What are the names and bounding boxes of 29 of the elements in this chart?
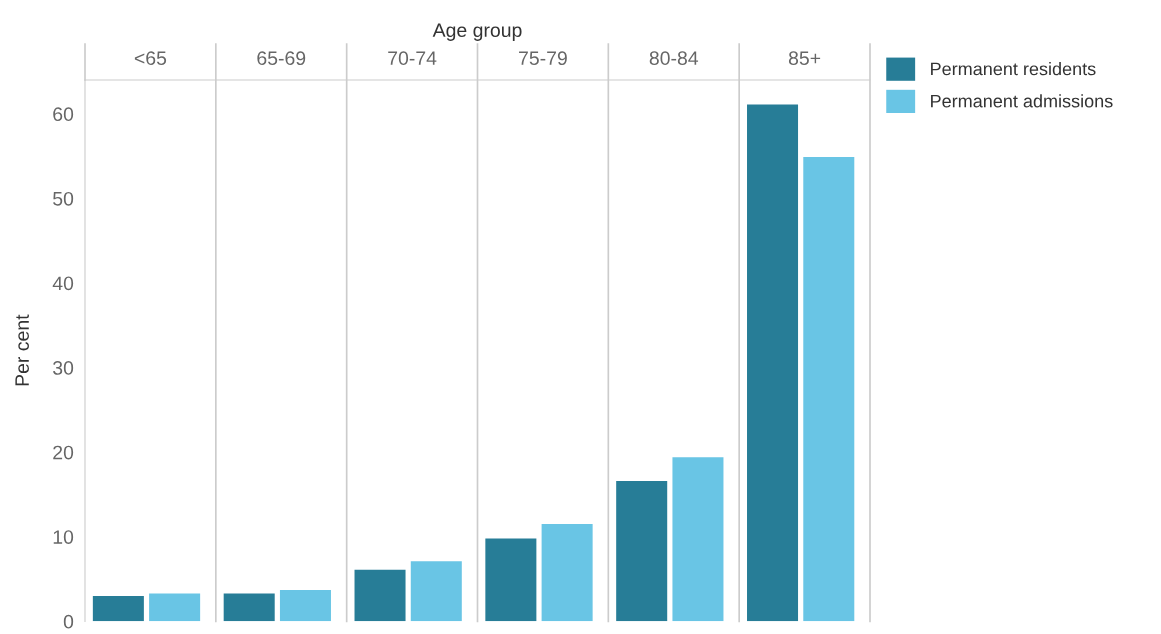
y-tick-label: 10 — [53, 530, 74, 544]
bar — [616, 480, 668, 622]
legend-label: Permanent residents — [931, 62, 1096, 76]
x-tick-label: 85+ — [788, 51, 821, 66]
x-tick-label: 75-79 — [519, 51, 567, 66]
x-tick-label: 80-84 — [649, 51, 699, 66]
y-tick-label: 40 — [52, 276, 74, 291]
y-axis-title: Per cent — [15, 314, 29, 386]
bar — [279, 590, 331, 622]
bar — [541, 524, 593, 622]
x-tick-label: 65-69 — [257, 51, 306, 66]
bar — [410, 561, 462, 622]
x-tick-label: <65 — [134, 51, 167, 66]
legend-label: Permanent admissions — [931, 94, 1113, 108]
bar — [149, 593, 201, 622]
bar — [354, 569, 406, 622]
bar — [672, 457, 724, 622]
x-tick-label: 70-74 — [388, 51, 437, 66]
x-axis-title: Age group — [432, 23, 522, 41]
y-tick-label: 60 — [53, 107, 74, 122]
bar — [747, 104, 799, 622]
y-tick-label: 0 — [63, 614, 74, 629]
bar — [223, 593, 275, 622]
y-tick-label: 30 — [53, 361, 74, 375]
bar — [803, 156, 855, 622]
y-tick-label: 50 — [53, 191, 74, 206]
bar — [92, 595, 144, 622]
bar — [485, 538, 537, 622]
y-tick-label: 20 — [53, 445, 74, 460]
